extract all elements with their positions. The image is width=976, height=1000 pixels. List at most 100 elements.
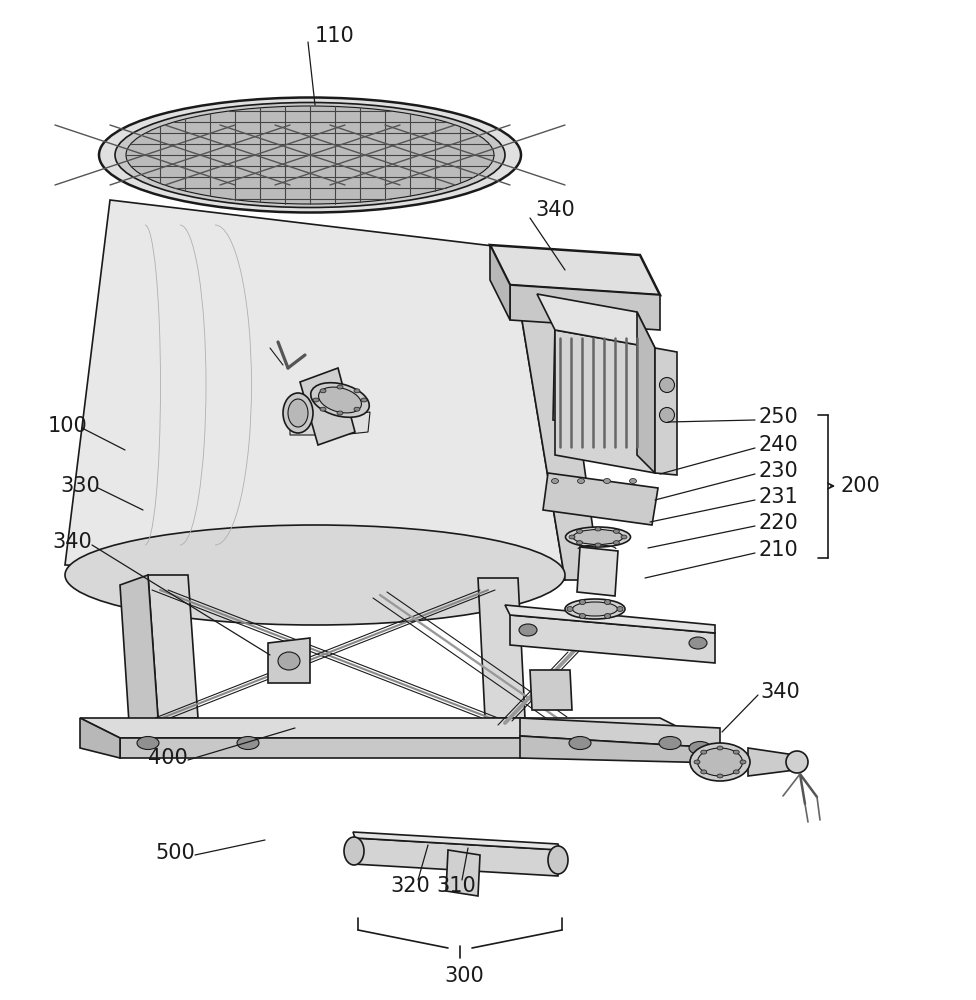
Polygon shape	[505, 605, 715, 633]
Ellipse shape	[288, 399, 308, 427]
Polygon shape	[353, 832, 560, 850]
Ellipse shape	[573, 530, 623, 544]
Ellipse shape	[717, 774, 723, 778]
Ellipse shape	[65, 525, 565, 625]
Text: 340: 340	[760, 682, 799, 702]
Ellipse shape	[569, 535, 575, 539]
Ellipse shape	[354, 407, 360, 411]
Polygon shape	[637, 312, 655, 473]
Text: 340: 340	[52, 532, 92, 552]
Ellipse shape	[551, 479, 558, 484]
Ellipse shape	[660, 408, 674, 422]
Text: 240: 240	[758, 435, 797, 455]
Ellipse shape	[689, 637, 707, 649]
Ellipse shape	[689, 742, 711, 754]
Text: 500: 500	[155, 843, 195, 863]
Polygon shape	[120, 575, 158, 738]
Ellipse shape	[278, 652, 300, 670]
Ellipse shape	[569, 736, 591, 750]
Polygon shape	[300, 368, 355, 445]
Ellipse shape	[578, 479, 585, 484]
Polygon shape	[80, 718, 120, 758]
Ellipse shape	[690, 743, 750, 781]
Polygon shape	[510, 615, 715, 663]
Polygon shape	[577, 547, 618, 596]
Polygon shape	[510, 248, 600, 580]
Text: 231: 231	[758, 487, 797, 507]
Ellipse shape	[565, 527, 630, 547]
Text: 220: 220	[758, 513, 797, 533]
Ellipse shape	[604, 600, 611, 605]
Polygon shape	[553, 325, 610, 425]
Text: 100: 100	[48, 416, 88, 436]
Ellipse shape	[337, 411, 343, 415]
Text: 230: 230	[758, 461, 797, 481]
Text: 200: 200	[840, 476, 879, 496]
Ellipse shape	[99, 98, 521, 213]
Polygon shape	[340, 412, 370, 435]
Ellipse shape	[604, 613, 611, 618]
Polygon shape	[353, 838, 560, 876]
Text: 330: 330	[60, 476, 100, 496]
Ellipse shape	[694, 760, 700, 764]
Ellipse shape	[621, 535, 627, 539]
Ellipse shape	[567, 606, 573, 611]
Polygon shape	[65, 200, 565, 580]
Text: 110: 110	[315, 26, 354, 46]
Polygon shape	[537, 294, 655, 348]
Ellipse shape	[313, 398, 319, 402]
Text: 320: 320	[390, 876, 429, 896]
Text: 400: 400	[148, 748, 187, 768]
Text: 300: 300	[444, 966, 484, 986]
Ellipse shape	[595, 543, 601, 547]
Polygon shape	[543, 473, 658, 525]
Ellipse shape	[733, 750, 739, 754]
Polygon shape	[655, 348, 677, 475]
Ellipse shape	[660, 377, 674, 392]
Polygon shape	[148, 575, 198, 718]
Ellipse shape	[580, 600, 586, 605]
Polygon shape	[478, 578, 525, 718]
Polygon shape	[490, 245, 510, 320]
Ellipse shape	[659, 736, 681, 750]
Polygon shape	[80, 718, 700, 738]
Ellipse shape	[595, 527, 601, 531]
Polygon shape	[290, 415, 340, 435]
Text: 210: 210	[758, 540, 797, 560]
Ellipse shape	[786, 751, 808, 773]
Ellipse shape	[565, 599, 625, 619]
Ellipse shape	[137, 736, 159, 750]
Ellipse shape	[577, 529, 583, 533]
Ellipse shape	[318, 387, 361, 413]
Ellipse shape	[283, 393, 313, 433]
Ellipse shape	[361, 398, 367, 402]
Ellipse shape	[603, 479, 611, 484]
Ellipse shape	[613, 541, 620, 545]
Polygon shape	[268, 638, 310, 683]
Ellipse shape	[701, 750, 707, 754]
Ellipse shape	[310, 383, 369, 417]
Polygon shape	[510, 285, 660, 330]
Ellipse shape	[613, 529, 620, 533]
Polygon shape	[530, 670, 572, 710]
Ellipse shape	[237, 736, 259, 750]
Text: 250: 250	[758, 407, 797, 427]
Text: 310: 310	[436, 876, 475, 896]
Ellipse shape	[354, 389, 360, 393]
Ellipse shape	[733, 770, 739, 774]
Ellipse shape	[573, 602, 618, 616]
Ellipse shape	[337, 385, 343, 389]
Text: 340: 340	[535, 200, 575, 220]
Ellipse shape	[344, 837, 364, 865]
Polygon shape	[120, 738, 700, 758]
Polygon shape	[490, 245, 660, 295]
Ellipse shape	[519, 624, 537, 636]
Ellipse shape	[698, 748, 743, 776]
Ellipse shape	[548, 846, 568, 874]
Polygon shape	[520, 718, 720, 748]
Ellipse shape	[580, 613, 586, 618]
Ellipse shape	[115, 103, 505, 208]
Polygon shape	[748, 748, 795, 776]
Ellipse shape	[617, 606, 623, 611]
Ellipse shape	[320, 389, 326, 393]
